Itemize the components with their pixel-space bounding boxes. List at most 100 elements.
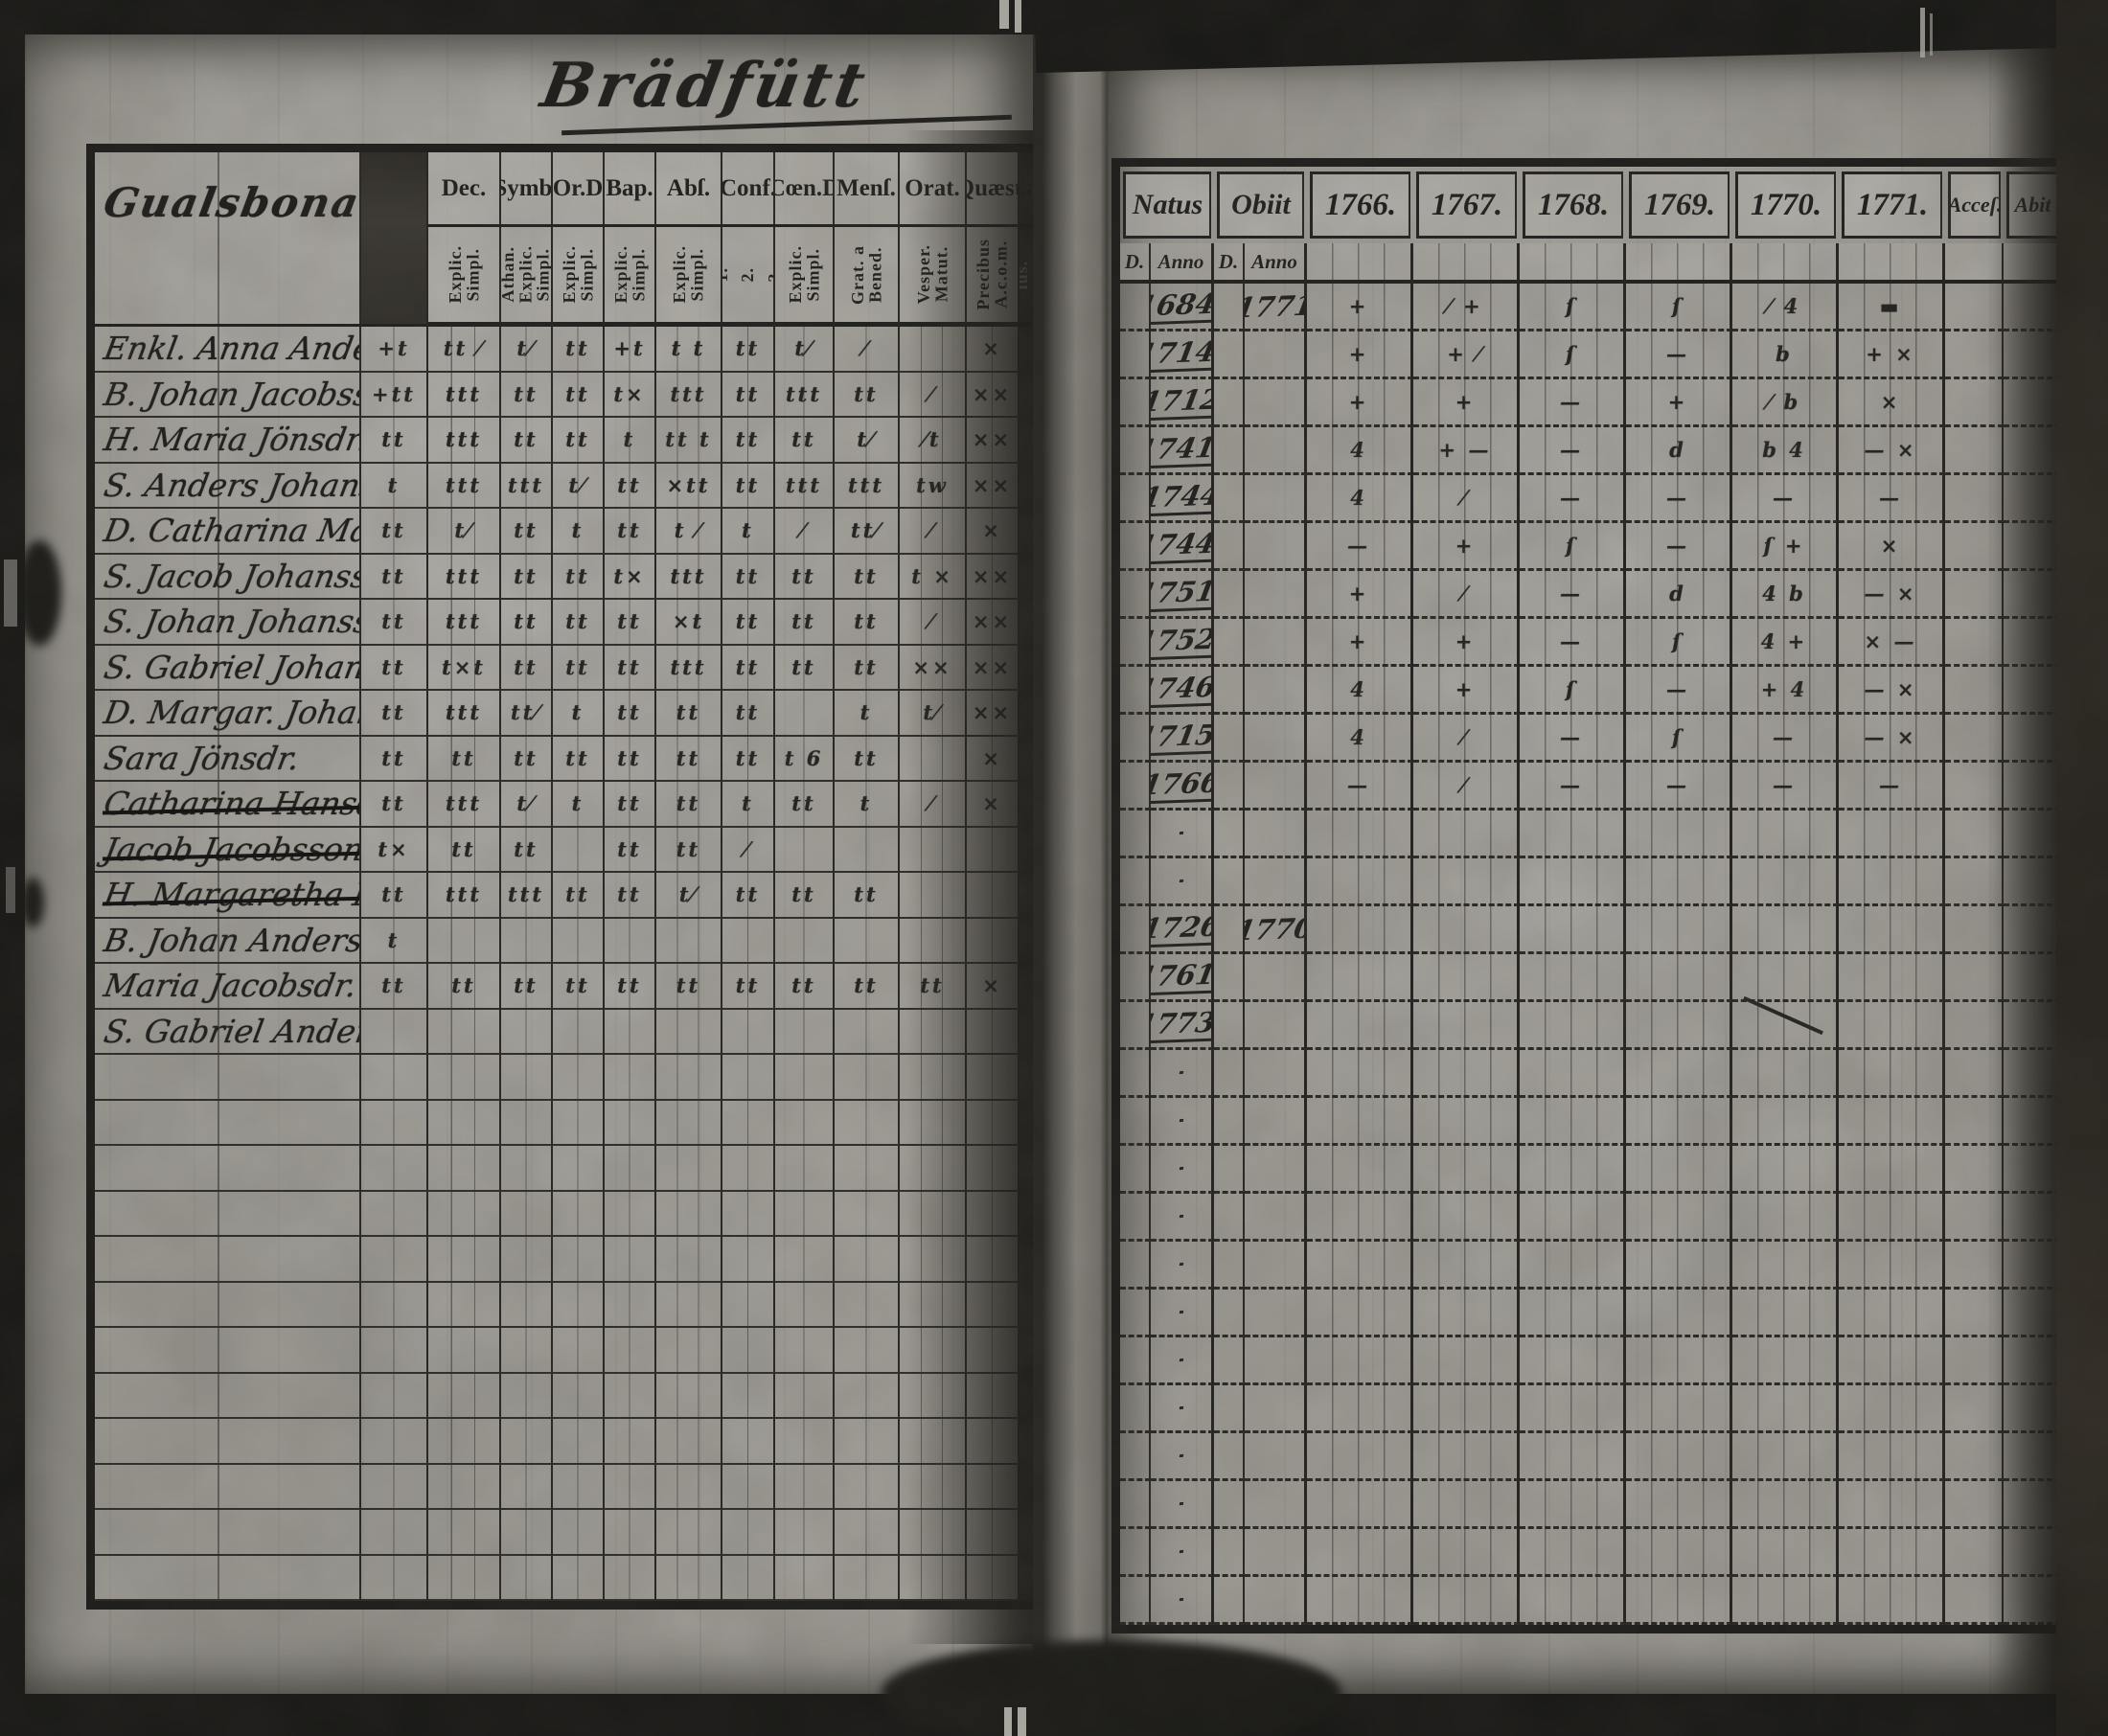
natus-day-cell xyxy=(1120,284,1151,331)
col-header-mens: Menſ. xyxy=(835,152,900,227)
mark-cell: tt xyxy=(565,336,590,361)
year-mark-cell: — xyxy=(1560,725,1583,749)
page-edge-strip-cell xyxy=(1020,1191,1043,1237)
year-mark-cell: — xyxy=(1773,773,1796,797)
mark-cell: × xyxy=(982,745,1002,770)
subheader-ord: Explic. Simpl. xyxy=(559,245,596,304)
year-mark-cell: + xyxy=(1667,390,1688,414)
mark-cell: t 6 xyxy=(784,745,824,770)
year-mark-cell: ⁄ b xyxy=(1767,390,1801,414)
mark-cell: tt xyxy=(676,700,701,725)
year-header-1769: 1769. xyxy=(1629,171,1730,239)
obiit-day-cell xyxy=(1214,667,1245,715)
natus-day-cell xyxy=(1120,571,1151,619)
obiit-day-cell xyxy=(1214,1433,1245,1481)
year-mark-cell: + — xyxy=(1438,438,1492,462)
year-mark-cell: — xyxy=(1560,486,1583,510)
page-edge-strip-cell xyxy=(1020,1100,1043,1146)
right-register-table: Natus Obiit 1766. 1767. 1768. 1769. 1770… xyxy=(1111,158,2070,1633)
mark-cell: tt xyxy=(565,882,590,907)
natus-anno-cell: 1744. xyxy=(1151,526,1211,565)
natus-anno-cell: 1773. xyxy=(1151,1005,1211,1044)
register-row-name: S. Gabriel Andersson xyxy=(95,1009,361,1055)
year-mark-cell: — × xyxy=(1864,582,1917,605)
page-edge-strip-cell xyxy=(1020,964,1043,1010)
page-edge-strip-cell xyxy=(1020,736,1043,782)
mark-cell: tt xyxy=(791,654,816,679)
year-mark-cell: + × xyxy=(1866,342,1915,366)
natus-anno-cell xyxy=(1179,879,1183,883)
year-subcols xyxy=(1626,243,1732,284)
natus-day-cell xyxy=(1120,1194,1151,1242)
natus-anno-cell: 1766 xyxy=(1151,765,1211,805)
natus-day-cell xyxy=(1120,1337,1151,1385)
mark-cell: ttt xyxy=(785,472,823,497)
year-mark-cell: ſ xyxy=(1671,629,1684,653)
year-header-1768: 1768. xyxy=(1523,171,1623,239)
natus-anno-cell xyxy=(1179,1405,1183,1410)
year-header-1770: 1770. xyxy=(1735,171,1836,239)
mark-cell: tt xyxy=(735,973,761,998)
mark-cell: ttt xyxy=(785,381,823,406)
mark-cell: tt xyxy=(381,745,406,770)
page-edge-strip-cell xyxy=(1020,1055,1043,1101)
subheader-mens: Grat. a Bened. xyxy=(847,244,884,305)
mark-cell: t× xyxy=(378,836,410,861)
mark-cell: t xyxy=(387,472,401,497)
register-row-name: Jacob Jacobsson 1 xyxy=(95,827,361,873)
page-edge-strip-cell xyxy=(1020,600,1043,646)
year-mark-cell: ⁄ xyxy=(1461,582,1469,605)
mark-cell: ttt xyxy=(445,563,483,588)
mark-cell: ⁄ xyxy=(928,518,936,543)
register-row-name xyxy=(95,1328,361,1374)
abit-subcol xyxy=(2004,243,2061,284)
mark-cell: ⁄ xyxy=(928,791,936,816)
mark-cell: ⁄ xyxy=(928,381,936,406)
register-row-name xyxy=(95,1100,361,1146)
natus-day-cell xyxy=(1120,1002,1151,1050)
natus-day-cell xyxy=(1120,763,1151,811)
register-row-name: B. Johan Jacobsson xyxy=(95,372,361,418)
natus-day-cell xyxy=(1120,1242,1151,1290)
mark-cell: tt xyxy=(676,745,701,770)
natus-day-cell xyxy=(1120,1098,1151,1146)
obiit-day-cell xyxy=(1214,1577,1245,1625)
mark-cell: t xyxy=(571,518,584,543)
natus-anno-cell: 1752. xyxy=(1151,622,1211,661)
year-header-1767: 1767. xyxy=(1416,171,1517,239)
mark-cell: tt xyxy=(791,791,816,816)
col-header-abs: Abſ. xyxy=(656,152,722,227)
sprocket-notch xyxy=(1015,0,1021,33)
sprocket-notch xyxy=(999,0,1009,29)
mark-cell: tt xyxy=(514,563,538,588)
year-mark-cell: 4 b xyxy=(1762,582,1806,605)
natus-day-cell xyxy=(1120,379,1151,427)
register-row-name: S. Gabriel Johansson xyxy=(95,645,361,691)
obiit-day-cell xyxy=(1214,1290,1245,1337)
obiit-day-cell xyxy=(1214,858,1245,906)
year-mark-cell: d xyxy=(1669,438,1686,462)
year-mark-cell: — xyxy=(1879,486,1902,510)
mark-cell: tt xyxy=(617,654,642,679)
abit-header: Abit xyxy=(2006,171,2058,239)
year-mark-cell: — xyxy=(1666,534,1689,558)
register-row-name: Maria Jacobsdr. xyxy=(95,964,361,1010)
natus-anno-cell: 1715. xyxy=(1151,718,1211,757)
mark-cell: tt ⁄ xyxy=(443,336,485,361)
mark-cell: ttt xyxy=(445,882,483,907)
mark-cell: tt xyxy=(854,654,879,679)
col-header-bap: Bap. xyxy=(605,152,656,227)
left-register-table: Gualsbona Dec. Symb. Or.D Bap. Abſ. Conf… xyxy=(86,144,1052,1610)
page-edge-strip-cell xyxy=(1020,1510,1043,1556)
page-edge-strip-cell xyxy=(1020,1328,1043,1374)
natus-anno-cell xyxy=(1179,1310,1183,1314)
mark-cell: t xyxy=(623,427,636,452)
natus-day-cell xyxy=(1120,1290,1151,1337)
natus-day-cell xyxy=(1120,523,1151,571)
mark-cell: tt xyxy=(735,745,761,770)
mark-cell: ttt xyxy=(670,563,707,588)
mark-cell: tt xyxy=(514,745,538,770)
mark-cell: ⁄ xyxy=(862,336,870,361)
year-mark-cell: — xyxy=(1773,486,1796,510)
